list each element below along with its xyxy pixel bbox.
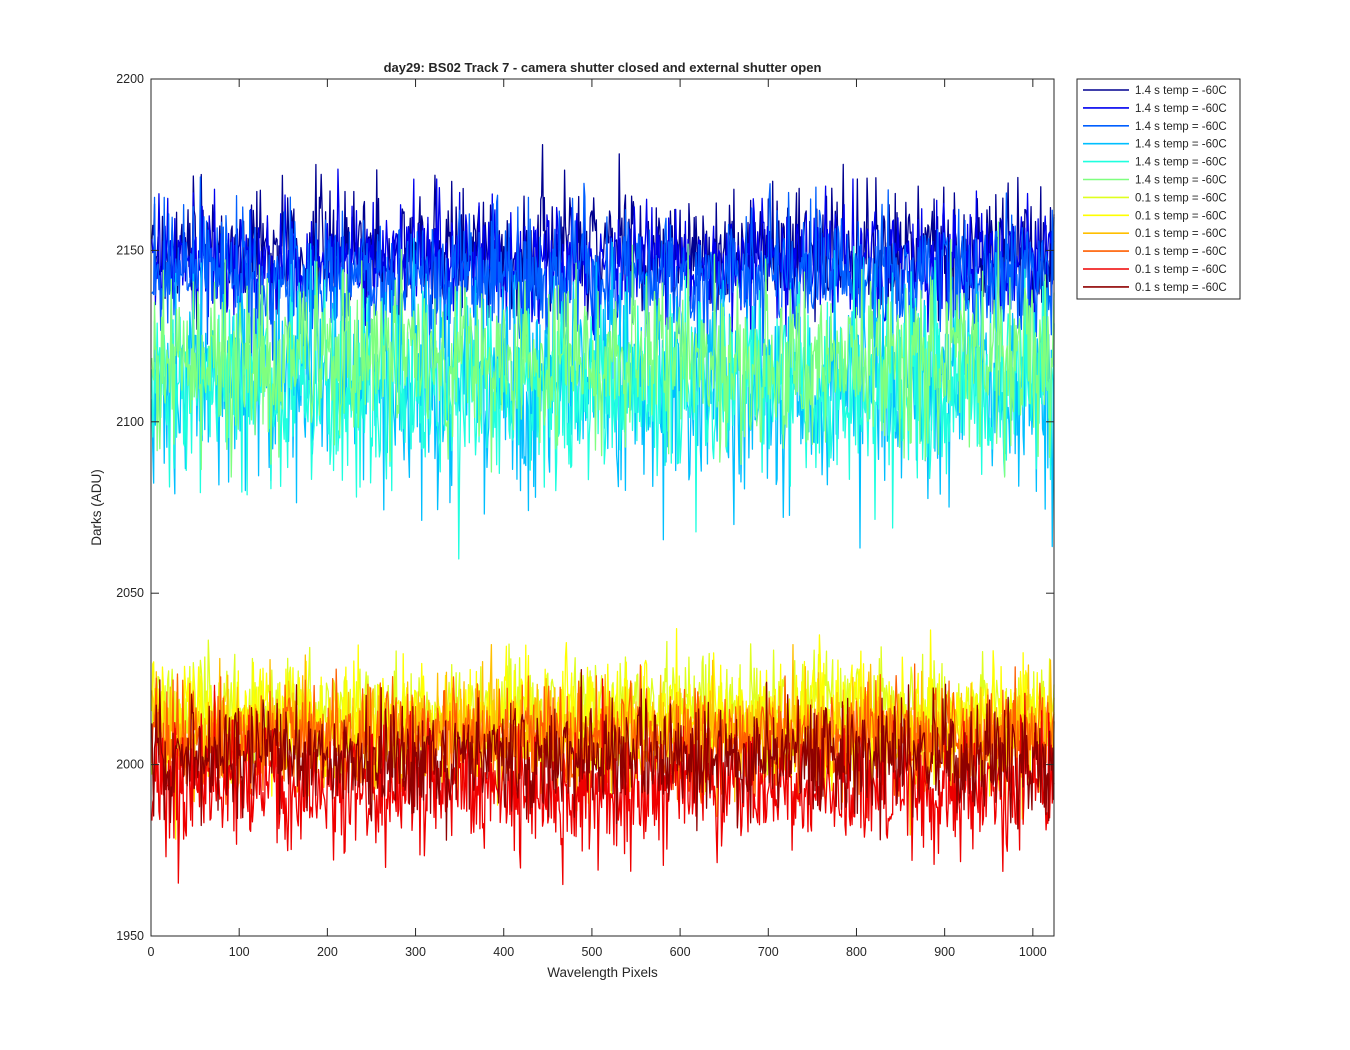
legend: 1.4 s temp = -60C 1.4 s temp = -60C 1.4 s … — [1076, 78, 1241, 300]
legend-item: 1.4 s temp = -60C — [1083, 121, 1227, 133]
x-tick-label: 400 — [493, 945, 514, 959]
legend-item: 0.1 s temp = -60C — [1083, 282, 1227, 294]
x-tick-label: 500 — [581, 945, 602, 959]
x-tick-label: 700 — [758, 945, 779, 959]
legend-item: 0.1 s temp = -60C — [1083, 264, 1227, 276]
series-line-3 — [151, 176, 1055, 361]
legend-label: 1.4 s temp = -60C — [1135, 139, 1227, 151]
legend-label: 1.4 s temp = -60C — [1135, 157, 1227, 169]
y-tick-label: 2200 — [116, 72, 144, 86]
legend-items: 1.4 s temp = -60C 1.4 s temp = -60C 1.4 s … — [1083, 85, 1227, 294]
legend-item: 1.4 s temp = -60C — [1083, 103, 1227, 115]
x-tick-label: 1000 — [1019, 945, 1047, 959]
y-axis-label: Darks (ADU) — [89, 469, 104, 546]
y-tick-label: 1950 — [116, 929, 144, 943]
series-line-11 — [151, 678, 1055, 886]
x-axis-label: Wavelength Pixels — [547, 965, 658, 980]
y-tick-label: 2050 — [116, 586, 144, 600]
legend-label: 1.4 s temp = -60C — [1135, 175, 1227, 187]
x-tick-label: 900 — [934, 945, 955, 959]
legend-item: 1.4 s temp = -60C — [1083, 157, 1227, 169]
legend-item: 0.1 s temp = -60C — [1083, 210, 1227, 222]
legend-label: 0.1 s temp = -60C — [1135, 246, 1227, 258]
legend-item: 0.1 s temp = -60C — [1083, 246, 1227, 258]
legend-label: 1.4 s temp = -60C — [1135, 121, 1227, 133]
x-tick-label: 0 — [148, 945, 155, 959]
legend-label: 0.1 s temp = -60C — [1135, 192, 1227, 204]
legend-item: 1.4 s temp = -60C — [1083, 85, 1227, 97]
legend-label: 0.1 s temp = -60C — [1135, 228, 1227, 240]
y-tick-label: 2100 — [116, 415, 144, 429]
legend-item: 1.4 s temp = -60C — [1083, 139, 1227, 151]
y-tick-label: 2000 — [116, 758, 144, 772]
legend-label: 1.4 s temp = -60C — [1135, 103, 1227, 115]
legend-label: 1.4 s temp = -60C — [1135, 85, 1227, 97]
legend-item: 0.1 s temp = -60C — [1083, 192, 1227, 204]
legend-item: 1.4 s temp = -60C — [1083, 175, 1227, 187]
x-tick-label: 800 — [846, 945, 867, 959]
x-tick-label: 200 — [317, 945, 338, 959]
y-tick-label: 2150 — [116, 243, 144, 257]
legend-label: 0.1 s temp = -60C — [1135, 282, 1227, 294]
chart-title: day29: BS02 Track 7 - camera shutter clo… — [384, 60, 822, 75]
x-tick-label: 100 — [229, 945, 250, 959]
series-line-6 — [151, 221, 1055, 478]
legend-item: 0.1 s temp = -60C — [1083, 228, 1227, 240]
x-tick-label: 300 — [405, 945, 426, 959]
series-line-12 — [151, 669, 1055, 841]
tick-layer: 0 100 200 300 400 500 600 700 800 900 1000 1950 2000… — [116, 72, 1054, 959]
series-layer — [151, 143, 1055, 886]
legend-label: 0.1 s temp = -60C — [1135, 264, 1227, 276]
legend-label: 0.1 s temp = -60C — [1135, 210, 1227, 222]
axes-box — [150, 78, 1055, 937]
x-tick-label: 600 — [670, 945, 691, 959]
legend-box — [1076, 78, 1241, 300]
